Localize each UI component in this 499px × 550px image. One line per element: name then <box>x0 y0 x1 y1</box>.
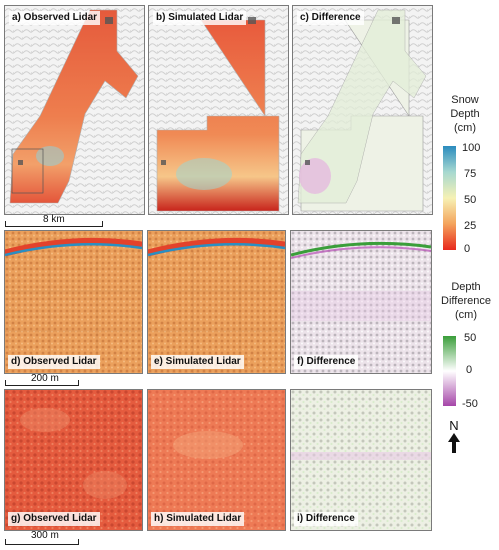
panel-label: g) Observed Lidar <box>8 512 100 526</box>
difference-map <box>291 390 431 530</box>
panel-label: b) Simulated Lidar <box>153 11 247 25</box>
difference-map <box>293 6 432 214</box>
snow-depth-map <box>5 6 144 214</box>
scale-bar-label: 300 m <box>31 530 59 541</box>
snow-depth-map <box>148 231 285 373</box>
difference-map <box>291 231 431 373</box>
panel-label: e) Simulated Lidar <box>151 355 244 369</box>
snow-depth-legend-title: Snow Depth (cm) <box>440 93 490 135</box>
panel-i-difference: i) Difference <box>290 389 432 531</box>
snow-depth-map <box>148 390 285 530</box>
panel-label: f) Difference <box>294 355 359 369</box>
scale-bar-tick <box>5 221 6 227</box>
panel-b-simulated-lidar: b) Simulated Lidar <box>148 5 289 215</box>
legend-title-line: Depth <box>450 108 480 120</box>
panel-a-observed-lidar: a) Observed Lidar <box>4 5 145 215</box>
north-arrow: N <box>446 418 462 456</box>
scale-bar-tick <box>78 380 79 386</box>
legend-title-line: (cm) <box>454 122 476 134</box>
scale-bar-tick <box>5 380 6 386</box>
scale-bar-tick <box>102 221 103 227</box>
scale-bar-tick <box>5 539 6 545</box>
scale-bar-300m: 300 m <box>5 530 85 548</box>
legend-title-line: Difference <box>441 295 491 307</box>
panel-f-difference: f) Difference <box>290 230 432 374</box>
panel-label: i) Difference <box>294 512 358 526</box>
snow-depth-colorbar <box>443 146 456 250</box>
panel-h-simulated-lidar: h) Simulated Lidar <box>147 389 286 531</box>
scale-bar-200m: 200 m <box>5 373 85 389</box>
colorbar-tick-neg50: -50 <box>462 398 478 410</box>
snow-depth-map <box>5 390 142 530</box>
colorbar-tick-50: 50 <box>464 332 477 344</box>
scale-bar-line <box>5 544 79 545</box>
scale-bar-label: 200 m <box>31 373 59 384</box>
scale-bar-tick <box>78 539 79 545</box>
scale-bar-8km: 8 km <box>5 214 105 230</box>
panel-g-observed-lidar: g) Observed Lidar <box>4 389 143 531</box>
panel-label: d) Observed Lidar <box>8 355 100 369</box>
legend-title-line: Snow <box>451 94 479 106</box>
colorbar-tick-25: 25 <box>464 220 477 232</box>
panel-label: c) Difference <box>297 11 364 25</box>
panel-d-observed-lidar: d) Observed Lidar <box>4 230 143 374</box>
depth-difference-legend-title: Depth Difference (cm) <box>434 280 498 322</box>
panel-c-difference: c) Difference <box>292 5 433 215</box>
panel-label: a) Observed Lidar <box>9 11 101 25</box>
snow-depth-map <box>149 6 288 214</box>
colorbar-tick-0: 0 <box>466 364 473 376</box>
colorbar-tick-75: 75 <box>464 168 477 180</box>
panel-e-simulated-lidar: e) Simulated Lidar <box>147 230 286 374</box>
panel-label: h) Simulated Lidar <box>151 512 245 526</box>
snow-depth-map <box>5 231 142 373</box>
north-label: N <box>449 418 459 433</box>
scale-bar-line <box>5 385 79 386</box>
legend-title-line: Depth <box>451 281 481 293</box>
scale-bar-label: 8 km <box>43 214 65 225</box>
depth-difference-colorbar <box>443 336 456 406</box>
colorbar-tick-50: 50 <box>464 194 477 206</box>
arrow-up-icon <box>448 433 460 453</box>
legend-title-line: (cm) <box>455 309 477 321</box>
colorbar-tick-100: 100 <box>462 142 481 154</box>
colorbar-tick-0: 0 <box>464 243 471 255</box>
scale-bar-line <box>5 226 103 227</box>
